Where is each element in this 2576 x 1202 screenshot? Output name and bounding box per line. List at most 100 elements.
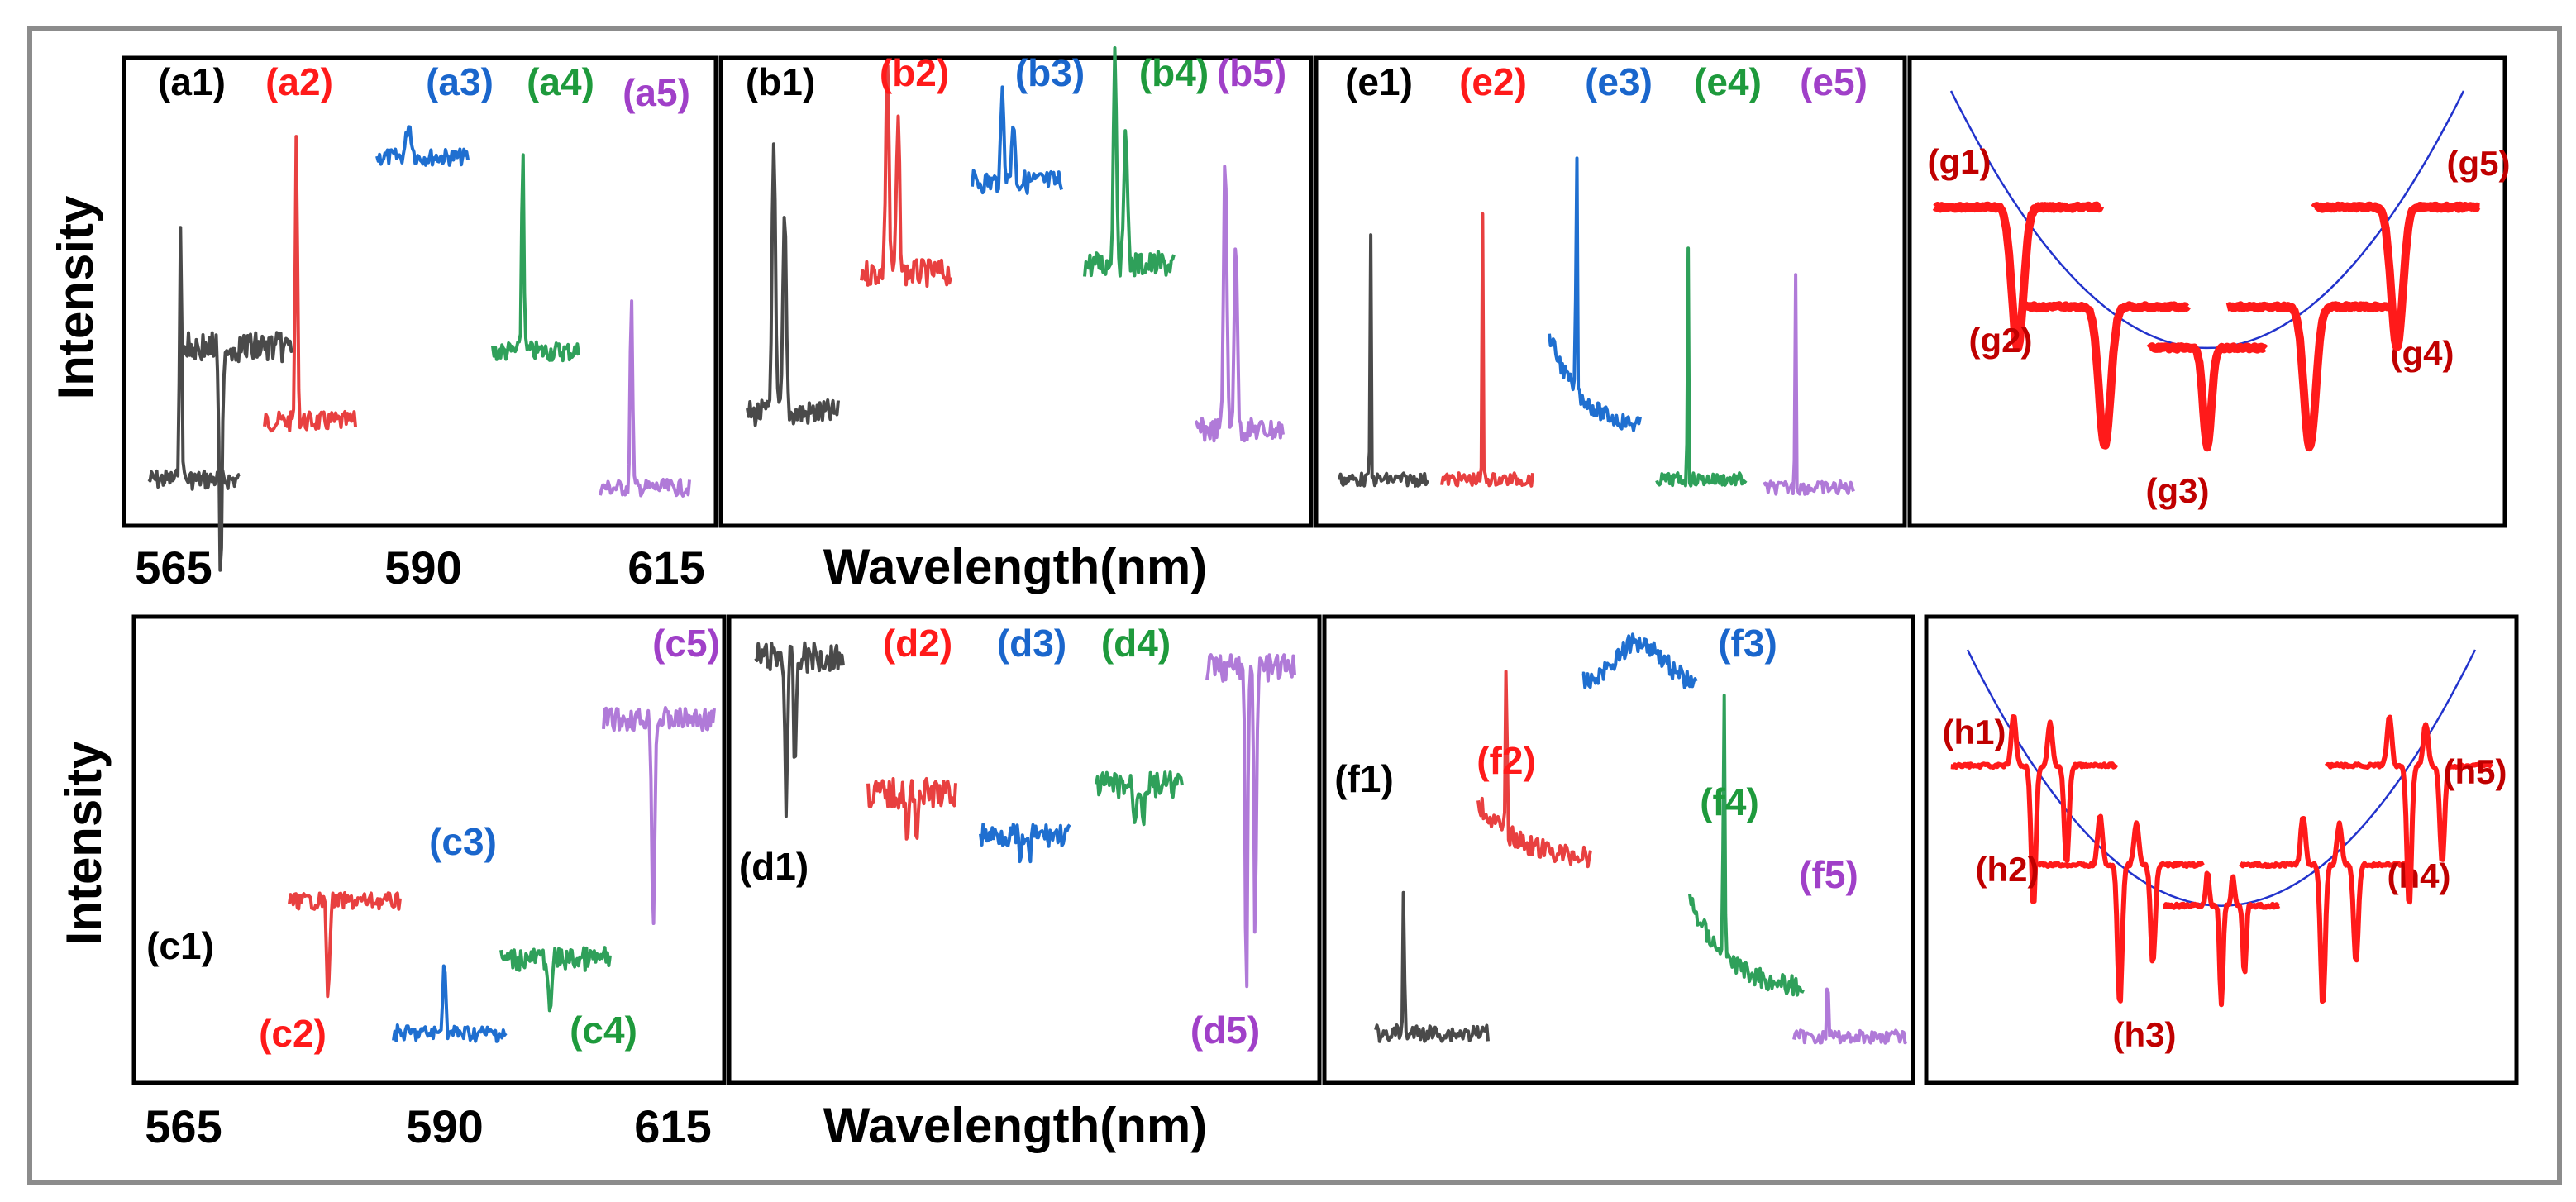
series-f1 <box>1374 890 1490 1043</box>
panel-d: (d1) (d2) (d3) (d4) (d5) <box>727 614 1322 1085</box>
series-label-a4: (a4) <box>527 60 594 103</box>
series-g3 <box>2146 342 2268 452</box>
series-a1 <box>147 226 241 491</box>
panel-g: (g1)(g2)(g3)(g4)(g5) <box>1907 55 2511 528</box>
row2-tick-590: 590 <box>406 1100 483 1152</box>
series-b3 <box>971 85 1063 195</box>
series-f3 <box>1581 632 1698 689</box>
series-label-b5: (b5) <box>1217 51 1286 94</box>
series-a2 <box>263 135 357 433</box>
series-label-d5: (d5) <box>1190 1009 1260 1052</box>
series-e2 <box>1440 212 1534 488</box>
panel-e: (e1) (e2) (e3) (e4) (e5) <box>1314 55 1907 528</box>
series-b2 <box>860 64 952 288</box>
series-d2 <box>866 777 957 841</box>
series-h2 <box>2035 813 2205 1004</box>
series-label-g3: (g3) <box>2146 471 2210 510</box>
series-label-d1: (d1) <box>739 845 809 888</box>
series-label-c3: (c3) <box>429 820 497 863</box>
series-h4 <box>2239 816 2408 1004</box>
series-d3 <box>979 823 1071 864</box>
series-c1 <box>180 331 294 572</box>
row2-x-axis-label: Wavelength(nm) <box>823 1098 1207 1153</box>
outer-frame <box>27 26 2562 1185</box>
series-c4 <box>499 946 612 1013</box>
series-a3 <box>375 125 470 167</box>
series-label-h1: (h1) <box>1943 713 2006 751</box>
series-label-b1: (b1) <box>746 60 815 103</box>
series-label-a1: (a1) <box>158 60 226 103</box>
series-b4 <box>1083 46 1176 278</box>
series-g5 <box>2311 201 2483 351</box>
series-h5 <box>2324 714 2493 905</box>
series-label-e2: (e2) <box>1459 60 1527 103</box>
series-label-b3: (b3) <box>1015 51 1085 94</box>
series-label-h4: (h4) <box>2388 856 2451 895</box>
series-label-g5: (g5) <box>2447 144 2511 183</box>
series-label-e4: (e4) <box>1694 60 1762 103</box>
series-e1 <box>1338 233 1429 488</box>
series-label-c2: (c2) <box>259 1012 327 1055</box>
series-f5 <box>1792 987 1908 1045</box>
panel-b: (b1) (b2) (b3) (b4) (b5) <box>718 46 1314 528</box>
panel-f: (f1) (f2) (f3) (f4) (f5) <box>1322 614 1915 1085</box>
series-d5 <box>1205 653 1296 989</box>
row2-y-axis-label: Intensity <box>56 741 112 945</box>
panel-a: (a1) (a2) (a3) (a4) (a5) <box>122 55 718 528</box>
series-label-c4: (c4) <box>570 1009 637 1052</box>
row2-tick-565: 565 <box>145 1100 222 1152</box>
series-d1 <box>754 641 845 818</box>
series-label-g2: (g2) <box>1969 321 2033 360</box>
series-f4 <box>1688 694 1805 997</box>
series-label-h2: (h2) <box>1976 850 2039 889</box>
series-c3 <box>392 964 508 1043</box>
guide-parabola-g <box>1949 90 2465 350</box>
series-e4 <box>1655 246 1748 488</box>
series-label-f3: (f3) <box>1718 622 1777 665</box>
series-label-f4: (f4) <box>1700 780 1759 823</box>
series-label-f5: (f5) <box>1799 853 1858 896</box>
series-g2 <box>2019 301 2191 450</box>
series-d4 <box>1095 770 1184 827</box>
series-label-b2: (b2) <box>880 51 949 94</box>
panel-h: (h1) (h2) (h3) (h4) (h5) <box>1924 614 2519 1085</box>
series-label-e1: (e1) <box>1345 60 1413 103</box>
series-label-a3: (a3) <box>426 60 494 103</box>
row1-y-axis-label: Intensity <box>48 195 103 399</box>
row1-x-axis-label: Wavelength(nm) <box>823 539 1207 594</box>
series-h3 <box>2162 870 2281 1008</box>
series-label-c1: (c1) <box>146 924 214 967</box>
series-b1 <box>746 142 840 427</box>
row1-tick-590: 590 <box>384 541 461 594</box>
series-label-a2: (a2) <box>265 60 333 103</box>
row1-tick-565: 565 <box>135 541 212 594</box>
series-a4 <box>491 153 580 363</box>
series-label-d4: (d4) <box>1101 622 1171 665</box>
series-h1 <box>1949 714 2119 904</box>
series-label-h5: (h5) <box>2444 752 2507 791</box>
series-g1 <box>1932 201 2105 352</box>
series-a5 <box>599 299 691 498</box>
series-c5 <box>602 706 716 925</box>
series-label-b4: (b4) <box>1139 51 1209 94</box>
series-b5 <box>1194 165 1285 443</box>
series-c2 <box>288 891 402 999</box>
guide-parabola-h <box>1966 649 2477 907</box>
row2-tick-615: 615 <box>634 1100 711 1152</box>
panel-c: (c1) (c2) (c3) (c4) (c5) <box>131 331 727 1085</box>
series-f2 <box>1476 670 1592 869</box>
series-label-f1: (f1) <box>1334 757 1394 800</box>
series-label-c5: (c5) <box>652 622 720 665</box>
series-label-f2: (f2) <box>1476 739 1536 782</box>
series-e3 <box>1548 156 1642 432</box>
series-label-d2: (d2) <box>883 622 952 665</box>
series-label-e5: (e5) <box>1800 60 1868 103</box>
series-label-a5: (a5) <box>623 71 690 114</box>
series-label-e3: (e3) <box>1585 60 1653 103</box>
series-label-g1: (g1) <box>1928 142 1992 181</box>
series-g4 <box>2224 301 2396 452</box>
series-e5 <box>1763 273 1855 496</box>
row1-tick-615: 615 <box>627 541 704 594</box>
series-label-d3: (d3) <box>997 622 1066 665</box>
